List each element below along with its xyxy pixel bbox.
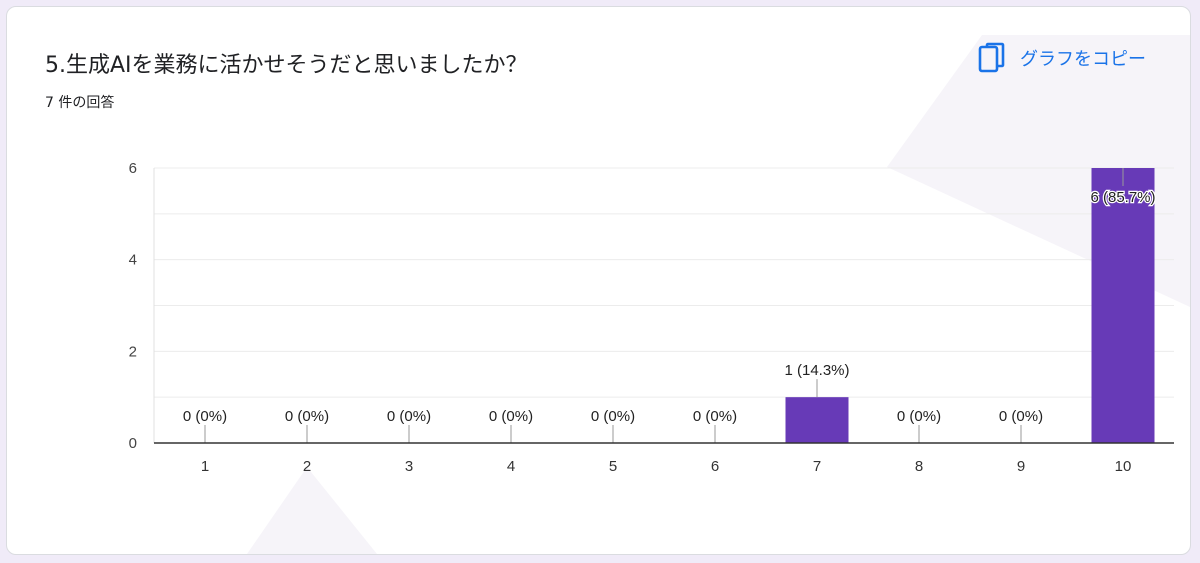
copy-chart-label: グラフをコピー xyxy=(1020,49,1146,70)
x-tick-label: 9 xyxy=(1017,458,1025,475)
data-label: 0 (0%) xyxy=(285,408,329,425)
response-count: 7 件の回答 xyxy=(45,95,115,111)
data-label: 0 (0%) xyxy=(591,408,635,425)
data-label: 0 (0%) xyxy=(897,408,941,425)
copy-chart-button[interactable]: グラフをコピー xyxy=(974,37,1150,79)
x-tick-label: 4 xyxy=(507,458,515,475)
x-tick-label: 2 xyxy=(303,458,311,475)
x-tick-label: 3 xyxy=(405,458,413,475)
y-tick-label: 0 xyxy=(129,435,137,452)
data-label: 0 (0%) xyxy=(489,408,533,425)
bar-chart: 0 2 4 6 0 (0%) 1 0 (0%) 2 0 (0%) 3 0 (0%) 4 0 (0%) 5 0… xyxy=(129,160,1174,475)
x-tick-label: 5 xyxy=(609,458,617,475)
data-label: 0 (0%) xyxy=(183,408,227,425)
data-label: 0 (0%) xyxy=(999,408,1043,425)
y-tick-label: 2 xyxy=(129,343,137,360)
summary-card: 5.生成AIを業務に活かせそうだと思いましたか？ 7 件の回答 グラフをコピー … xyxy=(6,6,1191,555)
x-tick-label: 1 xyxy=(201,458,209,475)
y-tick-label: 4 xyxy=(129,252,137,269)
question-title: 5.生成AIを業務に活かせそうだと思いましたか？ xyxy=(45,53,528,78)
y-tick-label: 6 xyxy=(129,160,137,177)
x-tick-label: 6 xyxy=(711,458,719,475)
x-tick-label: 7 xyxy=(813,458,821,475)
x-tick-label: 10 xyxy=(1115,458,1132,475)
data-label: 0 (0%) xyxy=(693,408,737,425)
data-label: 1 (14.3%) xyxy=(784,362,849,379)
copy-icon xyxy=(978,42,1005,73)
data-label: 6 (85.7%) xyxy=(1090,189,1155,206)
bar xyxy=(785,397,849,443)
bar xyxy=(1091,168,1155,443)
data-label: 0 (0%) xyxy=(387,408,431,425)
x-tick-label: 8 xyxy=(915,458,923,475)
